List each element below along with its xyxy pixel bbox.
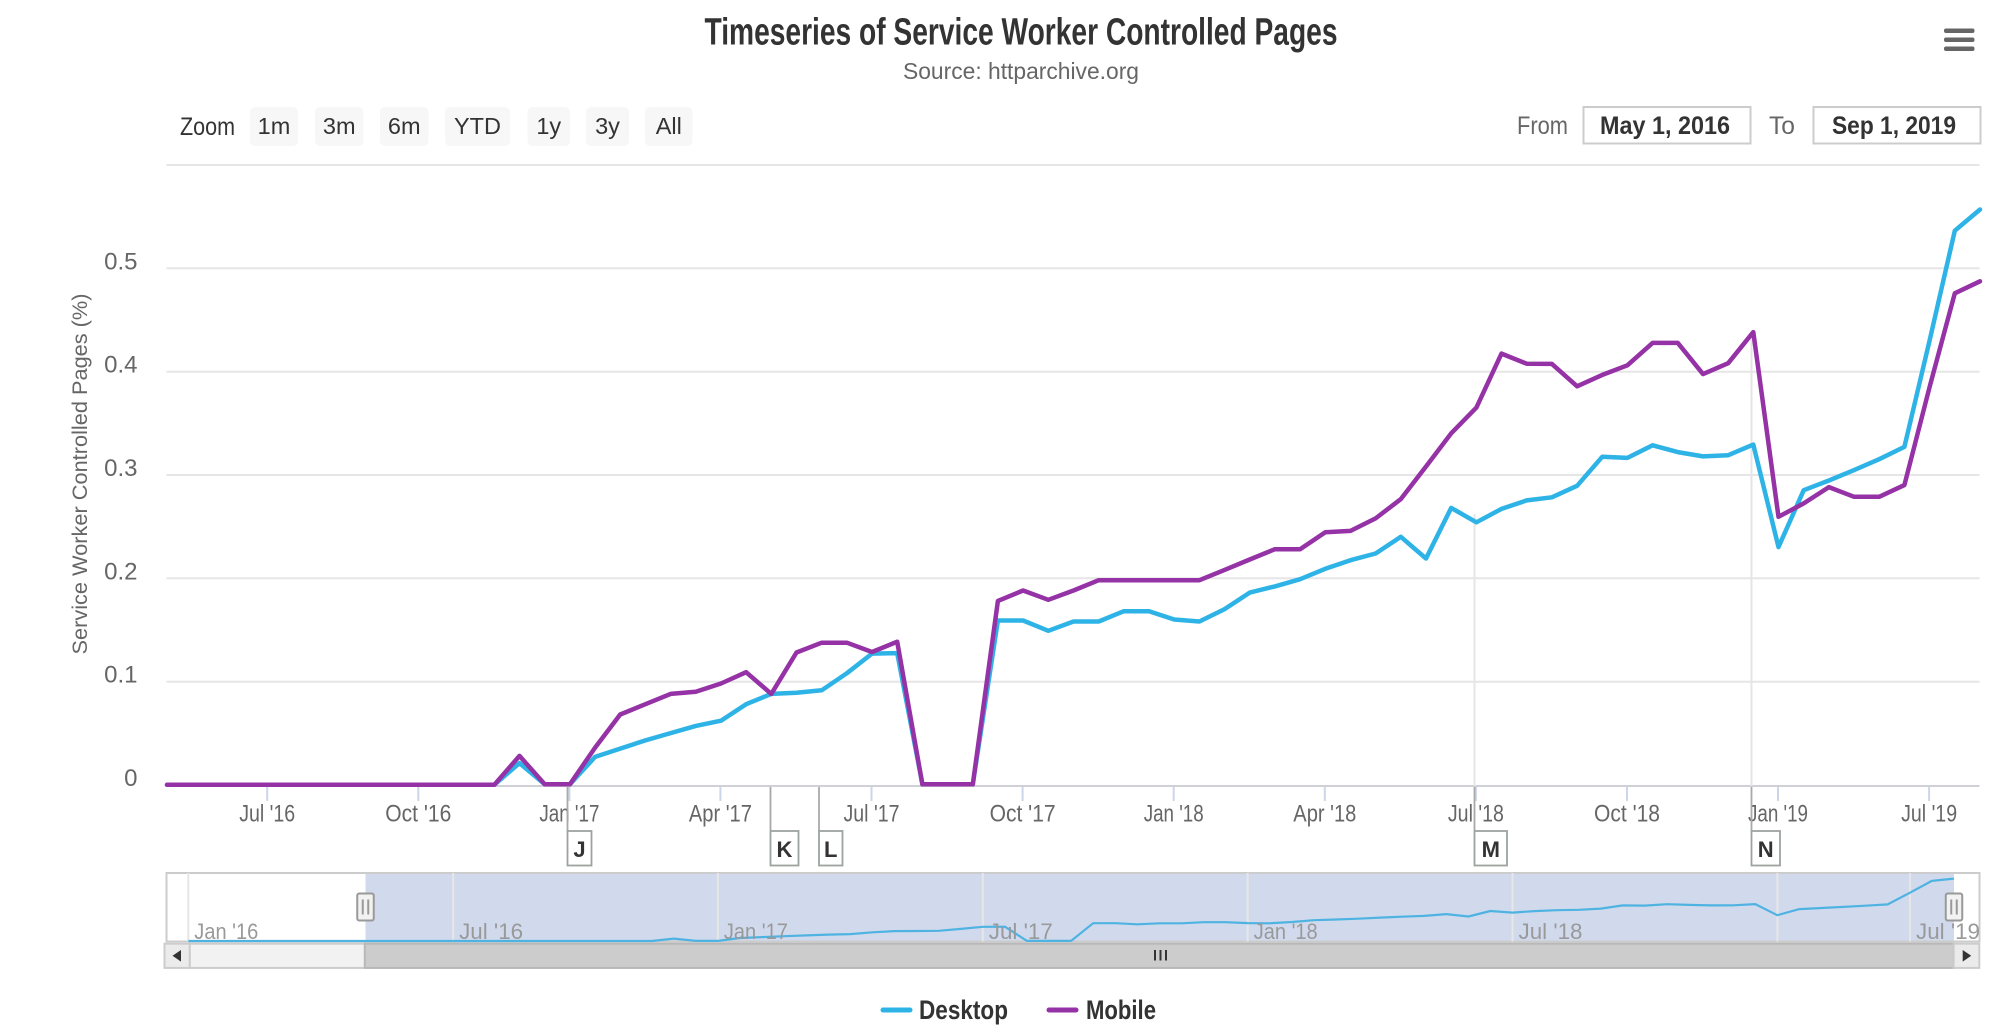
svg-text:Zoom: Zoom — [180, 113, 235, 141]
svg-text:Oct '17: Oct '17 — [990, 801, 1056, 828]
svg-text:Jul '18: Jul '18 — [1448, 801, 1504, 828]
svg-text:All: All — [656, 113, 682, 139]
svg-text:To: To — [1769, 112, 1795, 140]
svg-text:0.1: 0.1 — [104, 662, 137, 689]
svg-text:Jan '19: Jan '19 — [1748, 801, 1808, 828]
svg-text:0.2: 0.2 — [104, 558, 137, 585]
svg-text:Sep 1, 2019: Sep 1, 2019 — [1832, 112, 1956, 140]
svg-text:Jul '16: Jul '16 — [239, 801, 295, 828]
svg-text:N: N — [1758, 837, 1774, 862]
svg-text:J: J — [573, 837, 585, 862]
svg-text:Jan '18: Jan '18 — [1144, 801, 1204, 828]
svg-text:Jan '18: Jan '18 — [1254, 919, 1318, 944]
svg-text:0.4: 0.4 — [104, 352, 137, 379]
svg-text:Jul '19: Jul '19 — [1916, 919, 1980, 944]
svg-text:Apr '18: Apr '18 — [1293, 801, 1356, 828]
svg-text:Jul '17: Jul '17 — [989, 919, 1053, 944]
svg-text:Jul '19: Jul '19 — [1901, 801, 1957, 828]
svg-text:M: M — [1482, 837, 1500, 862]
svg-text:YTD: YTD — [454, 113, 501, 139]
svg-text:1y: 1y — [536, 113, 561, 139]
svg-text:Service Worker Controlled Page: Service Worker Controlled Pages (%) — [68, 294, 92, 655]
svg-text:K: K — [777, 837, 793, 862]
svg-text:0.3: 0.3 — [104, 455, 137, 482]
svg-text:Jan '17: Jan '17 — [539, 801, 599, 828]
svg-text:0.5: 0.5 — [104, 248, 137, 275]
svg-text:Jan '17: Jan '17 — [724, 919, 788, 944]
svg-text:Desktop: Desktop — [919, 995, 1008, 1025]
svg-text:Jul '17: Jul '17 — [844, 801, 900, 828]
svg-text:6m: 6m — [388, 113, 421, 139]
svg-text:Jul '18: Jul '18 — [1519, 919, 1583, 944]
svg-text:L: L — [824, 837, 837, 862]
svg-text:Source: httparchive.org: Source: httparchive.org — [903, 58, 1139, 84]
svg-text:3m: 3m — [323, 113, 356, 139]
svg-text:Jul '16: Jul '16 — [459, 919, 523, 944]
svg-text:May 1, 2016: May 1, 2016 — [1600, 112, 1730, 140]
svg-text:Oct '16: Oct '16 — [385, 801, 451, 828]
svg-text:Apr '17: Apr '17 — [689, 801, 752, 828]
svg-text:0: 0 — [124, 765, 137, 792]
svg-text:1m: 1m — [258, 113, 291, 139]
svg-text:Jan '16: Jan '16 — [194, 919, 258, 944]
svg-text:Oct '18: Oct '18 — [1594, 801, 1660, 828]
svg-text:3y: 3y — [595, 113, 620, 139]
svg-text:Mobile: Mobile — [1086, 995, 1156, 1025]
svg-text:From: From — [1517, 112, 1568, 140]
svg-text:Timeseries of Service Worker C: Timeseries of Service Worker Controlled … — [705, 12, 1338, 54]
